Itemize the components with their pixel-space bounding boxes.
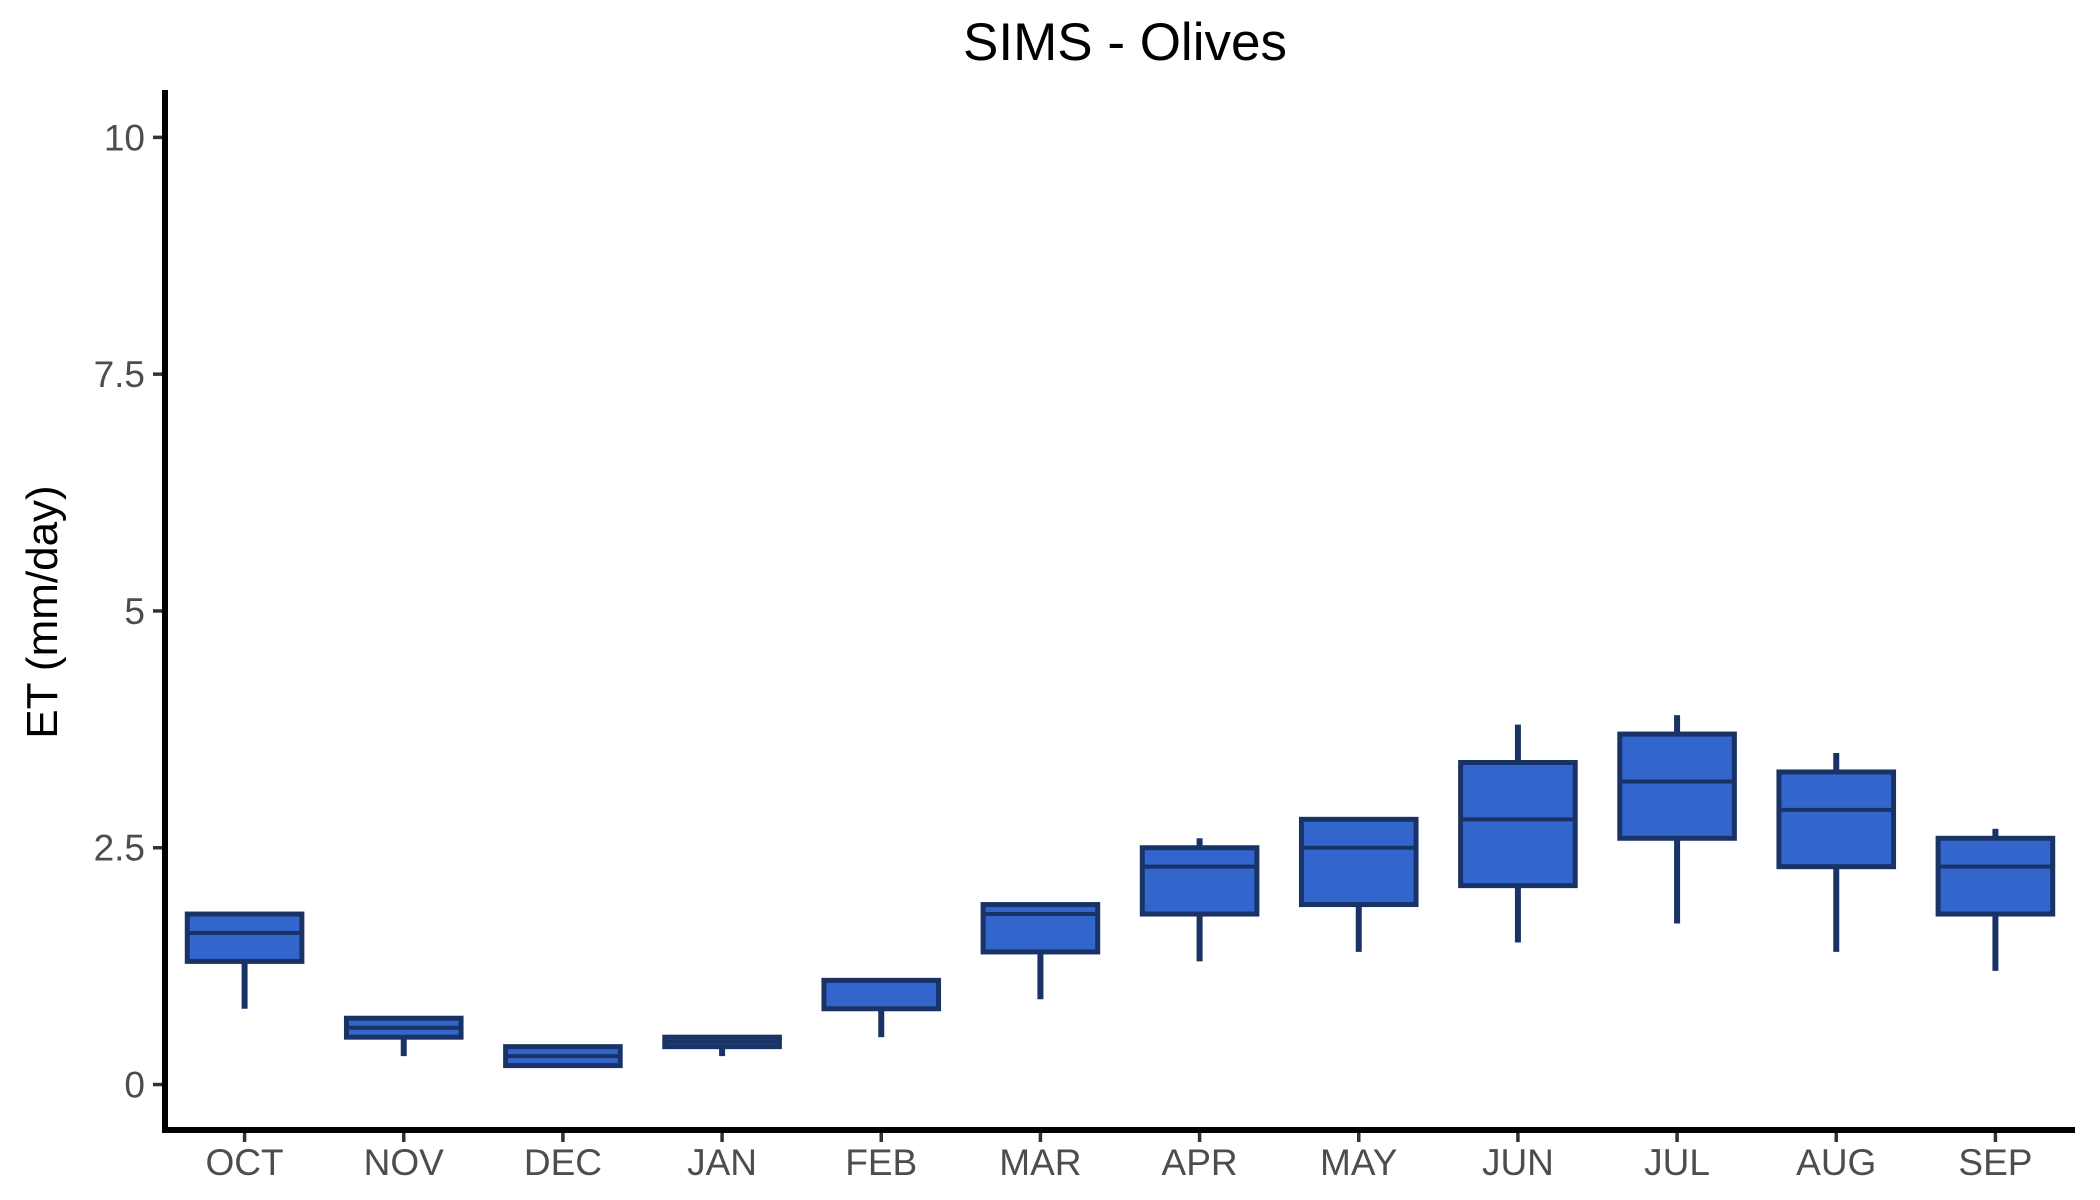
- box-jun: [1458, 724, 1578, 943]
- box-body: [1458, 759, 1578, 889]
- box-body: [1617, 731, 1737, 841]
- box-nov: [343, 1015, 464, 1057]
- x-tick-label: JUN: [1482, 1142, 1554, 1183]
- x-tick-label: FEB: [845, 1142, 917, 1183]
- y-axis-ticks: 0 2.5 5 7.5 10: [94, 117, 165, 1106]
- x-tick-label: MAY: [1320, 1142, 1397, 1183]
- box-body: [980, 902, 1101, 955]
- y-tick-label: 5: [124, 591, 145, 632]
- x-axis-ticks: OCT NOV DEC JAN FEB MAR APR MAY JUN JUL AUG SEP: [206, 1130, 2032, 1183]
- x-tick-label: AUG: [1796, 1142, 1876, 1183]
- x-tick-label: JAN: [687, 1142, 757, 1183]
- box-body: [1935, 835, 2056, 917]
- box-feb: [821, 977, 942, 1038]
- box-apr: [1139, 838, 1260, 962]
- box-mar: [980, 902, 1101, 1000]
- box-body: [1298, 816, 1419, 908]
- box-dec: [503, 1044, 623, 1069]
- box-oct: [184, 911, 305, 1009]
- box-aug: [1776, 753, 1897, 952]
- y-tick-label: 7.5: [94, 354, 145, 395]
- box-sep: [1935, 828, 2056, 971]
- x-tick-label: MAR: [999, 1142, 1081, 1183]
- y-tick-label: 2.5: [94, 828, 145, 869]
- box-jan: [662, 1034, 782, 1057]
- y-tick-label: 0: [124, 1065, 145, 1106]
- x-tick-label: JUL: [1644, 1142, 1710, 1183]
- box-jul: [1617, 715, 1737, 924]
- box-body: [184, 911, 305, 964]
- chart-title: SIMS - Olives: [963, 13, 1287, 72]
- boxes-group: [184, 715, 2056, 1069]
- y-tick-label: 10: [104, 117, 145, 158]
- box-may: [1298, 816, 1419, 952]
- box-body: [821, 977, 942, 1012]
- x-tick-label: APR: [1162, 1142, 1238, 1183]
- x-tick-label: NOV: [364, 1142, 445, 1183]
- x-tick-label: OCT: [206, 1142, 284, 1183]
- box-body: [1776, 769, 1897, 870]
- y-axis-label: ET (mm/day): [18, 485, 67, 738]
- x-tick-label: DEC: [524, 1142, 602, 1183]
- x-tick-label: SEP: [1958, 1142, 2032, 1183]
- box-body: [1139, 845, 1260, 917]
